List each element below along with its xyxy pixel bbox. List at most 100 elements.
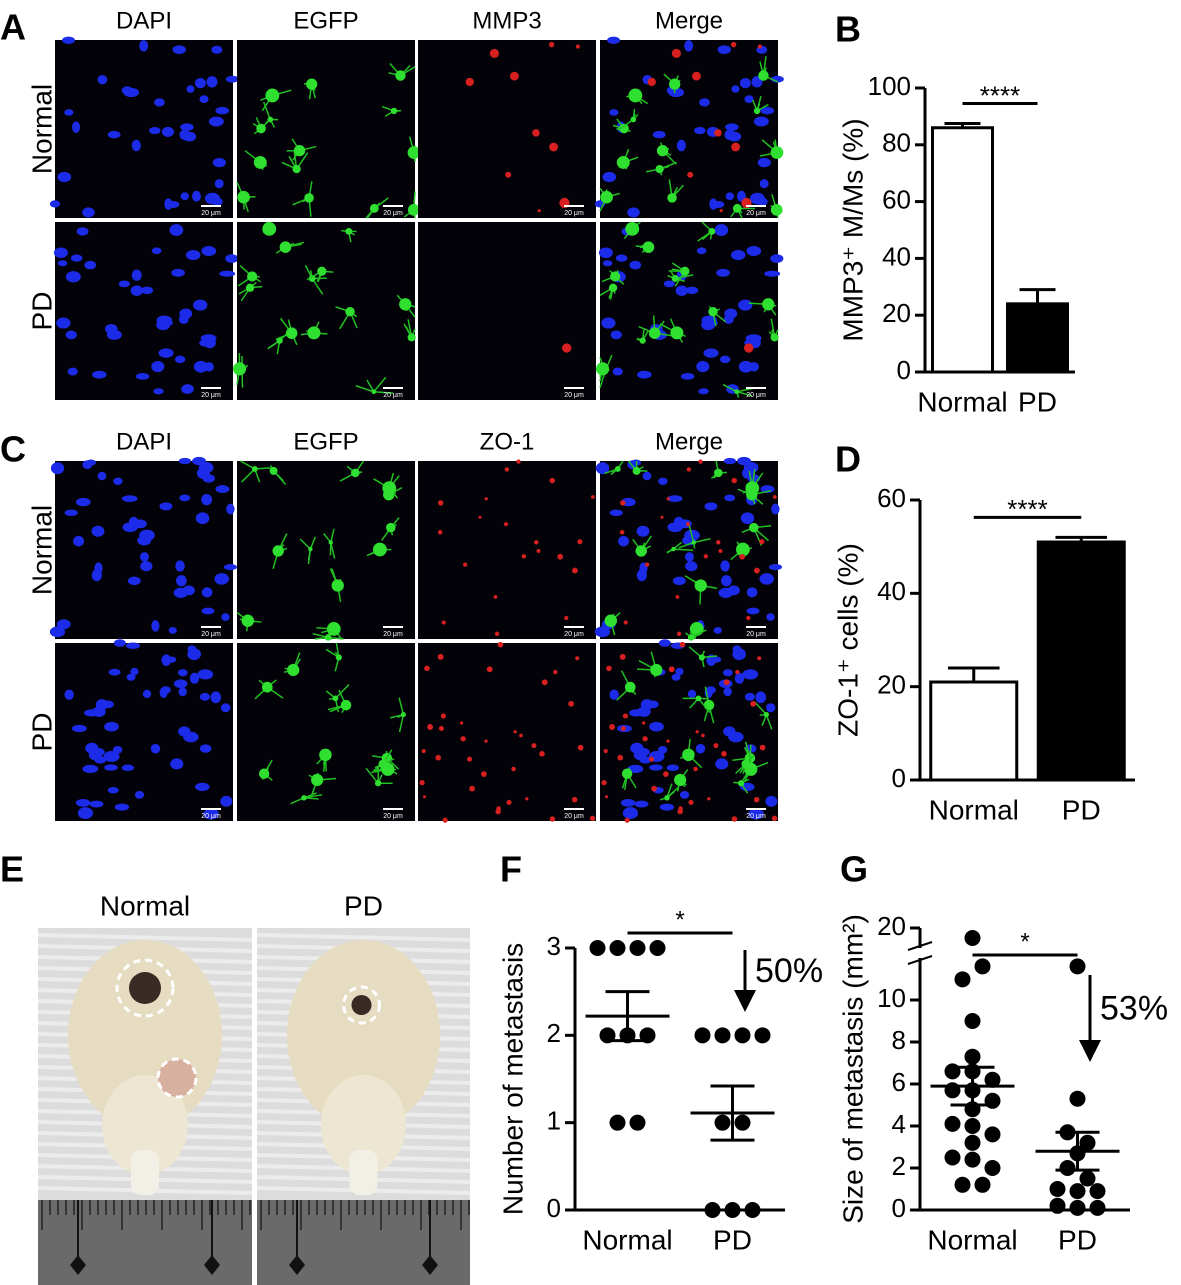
nucleus — [739, 77, 751, 89]
nucleus — [771, 503, 780, 515]
nucleus — [615, 254, 628, 262]
signal — [687, 171, 694, 178]
nucleus — [666, 764, 680, 772]
micrograph: 20 μm — [55, 639, 233, 821]
signal — [698, 459, 703, 464]
cell — [682, 748, 695, 762]
signal — [647, 77, 656, 87]
nucleus — [675, 285, 688, 296]
signal — [620, 725, 626, 731]
signal — [564, 615, 569, 621]
annotation: 53% — [1100, 989, 1168, 1027]
nucleus — [121, 495, 138, 502]
cell — [319, 748, 332, 762]
data-point — [629, 940, 646, 956]
nucleus — [186, 85, 195, 93]
signal — [772, 495, 777, 499]
cell — [737, 780, 745, 787]
image-bg — [600, 40, 778, 218]
signal — [731, 142, 741, 152]
panel-letter: E — [0, 849, 24, 890]
scale-bar-label: 20 μm — [564, 813, 584, 820]
cell — [251, 466, 258, 472]
data-point — [1049, 1197, 1066, 1214]
nucleus — [738, 299, 753, 311]
signal — [723, 679, 730, 686]
nucleus — [620, 799, 636, 807]
nucleus — [687, 689, 697, 699]
nucleus — [195, 512, 210, 525]
nucleus — [215, 106, 230, 115]
signal — [730, 41, 737, 48]
signal — [484, 497, 488, 501]
process — [355, 385, 375, 393]
cell — [328, 540, 333, 545]
nucleus — [82, 460, 93, 470]
scale-bar-label: 20 μm — [201, 392, 221, 399]
signal — [590, 495, 595, 499]
nucleus — [766, 613, 775, 621]
data-point — [974, 1176, 991, 1193]
x-tick-label: Normal — [927, 1224, 1017, 1255]
nucleus — [92, 370, 107, 379]
signal — [744, 343, 754, 353]
scale-bar-label: 20 μm — [383, 210, 403, 217]
cell — [371, 389, 377, 395]
nucleus — [164, 198, 173, 210]
cell — [604, 614, 618, 627]
data-point — [1069, 1199, 1086, 1216]
nucleus — [770, 254, 784, 263]
nucleus — [67, 367, 78, 376]
ruler-diamond — [70, 1255, 86, 1275]
nucleus — [598, 247, 613, 259]
nucleus — [113, 639, 126, 647]
photo-label: PD — [344, 890, 383, 921]
nucleus — [716, 268, 730, 277]
nucleus — [696, 247, 707, 255]
nucleus — [723, 457, 737, 465]
signal — [719, 209, 723, 213]
data-point — [964, 1134, 981, 1151]
cell — [304, 193, 314, 203]
cell — [600, 190, 613, 204]
nucleus — [126, 673, 136, 681]
nucleus — [658, 639, 671, 647]
signal — [525, 797, 529, 801]
data-point — [954, 971, 971, 988]
nucleus — [180, 192, 190, 201]
image-bg — [237, 222, 415, 400]
nucleus — [187, 648, 201, 661]
nucleus — [70, 254, 83, 262]
nucleus — [170, 758, 184, 770]
signal — [481, 771, 487, 777]
signal — [642, 736, 648, 742]
nucleus — [149, 126, 161, 135]
nucleus — [106, 329, 122, 340]
significance: **** — [1007, 494, 1047, 524]
signal — [486, 666, 493, 673]
nucleus — [65, 271, 81, 283]
cell — [595, 362, 610, 376]
image-bg — [418, 222, 596, 400]
scale-bar-label: 20 μm — [201, 813, 221, 820]
nucleus — [746, 587, 758, 598]
signal — [623, 620, 628, 625]
cell — [630, 116, 637, 123]
signal — [668, 666, 675, 673]
nucleus — [118, 280, 130, 288]
cell — [616, 155, 630, 169]
nucleus — [720, 560, 730, 572]
row-label: PD — [26, 713, 57, 752]
nucleus — [64, 109, 74, 116]
cell — [279, 241, 292, 253]
ruler — [38, 1200, 252, 1285]
signal — [642, 721, 646, 725]
scale-bar-label: 20 μm — [564, 392, 584, 399]
nucleus — [753, 116, 769, 127]
signal — [739, 553, 746, 560]
nucleus — [220, 703, 231, 713]
panel-letter: A — [0, 7, 26, 48]
nucleus — [82, 764, 99, 774]
nucleus — [219, 270, 236, 277]
micrograph: 20 μm — [237, 642, 415, 821]
